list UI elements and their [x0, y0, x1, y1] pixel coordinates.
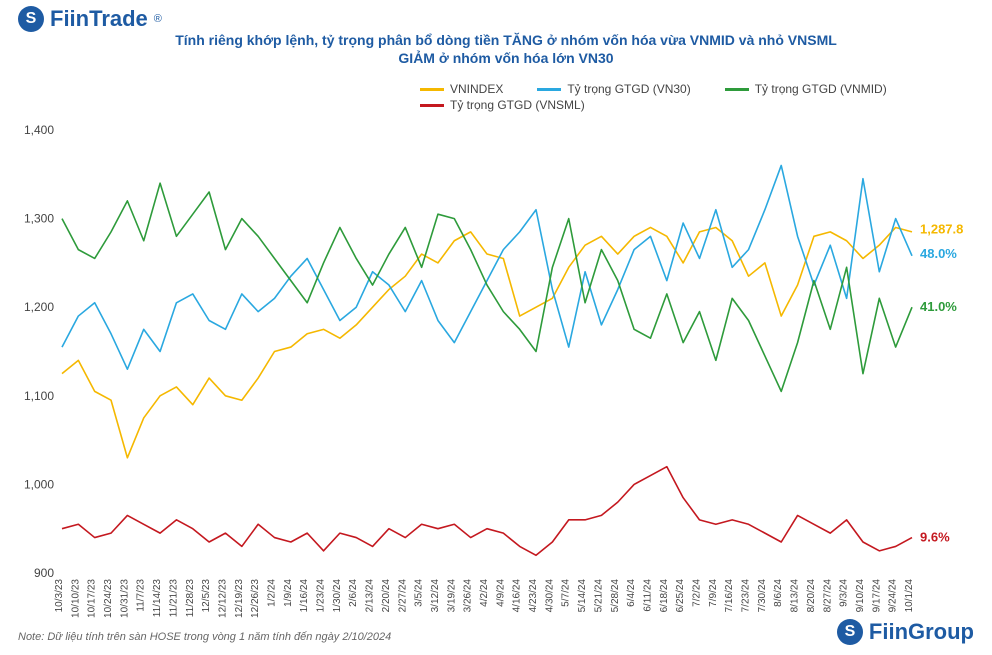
x-tick-label: 12/26/23 — [250, 579, 261, 618]
x-tick-label: 9/10/24 — [855, 579, 866, 613]
series-VNSML — [62, 467, 912, 556]
legend-swatch — [420, 88, 444, 91]
legend-item: Tỷ trọng GTGD (VNMID) — [725, 82, 887, 96]
x-tick-label: 5/28/24 — [610, 579, 621, 613]
x-tick-label: 5/7/24 — [561, 579, 572, 607]
end-label: 1,287.8 — [920, 221, 963, 236]
legend-item: VNINDEX — [420, 82, 503, 96]
end-label: 48.0% — [920, 246, 957, 261]
legend-label: Tỷ trọng GTGD (VNSML) — [450, 98, 585, 112]
x-tick-label: 4/23/24 — [528, 579, 539, 613]
x-tick-label: 9/3/24 — [839, 579, 850, 607]
x-tick-label: 5/21/24 — [593, 579, 604, 613]
x-tick-label: 9/24/24 — [888, 579, 899, 613]
y-tick-label: 1,300 — [24, 212, 54, 226]
end-label: 41.0% — [920, 299, 957, 314]
x-tick-label: 8/20/24 — [806, 579, 817, 613]
brand-icon: S — [837, 619, 863, 645]
title-line2: GIẢM ở nhóm vốn hóa lớn VN30 — [60, 50, 952, 68]
x-tick-label: 6/25/24 — [675, 579, 686, 613]
x-tick-label: 3/19/24 — [446, 579, 457, 613]
x-tick-label: 7/9/24 — [708, 579, 719, 607]
x-tick-label: 9/17/24 — [871, 579, 882, 613]
legend-item: Tỷ trọng GTGD (VNSML) — [420, 98, 585, 112]
x-tick-label: 12/12/23 — [217, 579, 228, 618]
y-tick-label: 1,100 — [24, 389, 54, 403]
chart-title: Tính riêng khớp lệnh, tỷ trọng phân bổ d… — [60, 32, 952, 67]
x-tick-label: 8/6/24 — [773, 579, 784, 607]
x-tick-label: 10/24/23 — [103, 579, 114, 618]
x-tick-label: 12/5/23 — [201, 579, 212, 613]
x-tick-label: 10/10/23 — [70, 579, 81, 618]
x-tick-label: 1/9/24 — [283, 579, 294, 607]
x-tick-label: 7/30/24 — [757, 579, 768, 613]
x-tick-label: 11/28/23 — [185, 579, 196, 618]
x-tick-label: 2/13/24 — [365, 579, 376, 613]
x-tick-label: 7/23/24 — [741, 579, 752, 613]
x-tick-label: 3/26/24 — [463, 579, 474, 613]
x-tick-label: 4/2/24 — [479, 579, 490, 607]
y-tick-label: 1,200 — [24, 300, 54, 314]
x-tick-label: 10/1/24 — [904, 579, 915, 613]
x-tick-label: 4/16/24 — [512, 579, 523, 613]
legend-swatch — [420, 104, 444, 107]
y-tick-label: 900 — [34, 566, 54, 580]
legend-swatch — [537, 88, 561, 91]
line-chart-svg: 9001,0001,1001,2001,3001,40010/3/2310/10… — [62, 130, 912, 573]
brand-name-bottom: FiinGroup — [869, 619, 974, 645]
series-VNINDEX — [62, 227, 912, 457]
x-tick-label: 10/31/23 — [119, 579, 130, 618]
x-tick-label: 8/13/24 — [790, 579, 801, 613]
legend-label: Tỷ trọng GTGD (VNMID) — [755, 82, 887, 96]
legend-label: VNINDEX — [450, 82, 503, 96]
x-tick-label: 5/14/24 — [577, 579, 588, 613]
x-tick-label: 10/3/23 — [54, 579, 65, 613]
x-tick-label: 3/12/24 — [430, 579, 441, 613]
brand-logo-top: S FiinTrade® — [18, 6, 162, 32]
x-tick-label: 6/4/24 — [626, 579, 637, 607]
x-tick-label: 2/6/24 — [348, 579, 359, 607]
x-tick-label: 4/9/24 — [495, 579, 506, 607]
x-tick-label: 10/17/23 — [87, 579, 98, 618]
x-tick-label: 2/20/24 — [381, 579, 392, 613]
x-tick-label: 1/16/24 — [299, 579, 310, 613]
x-tick-label: 7/2/24 — [692, 579, 703, 607]
end-label: 9.6% — [920, 530, 950, 545]
x-tick-label: 12/19/23 — [234, 579, 245, 618]
x-tick-label: 1/23/24 — [316, 579, 327, 613]
x-tick-label: 11/21/23 — [168, 579, 179, 618]
title-line1: Tính riêng khớp lệnh, tỷ trọng phân bổ d… — [60, 32, 952, 50]
y-tick-label: 1,000 — [24, 477, 54, 491]
x-tick-label: 11/7/23 — [136, 579, 147, 612]
brand-logo-bottom: S FiinGroup — [837, 619, 974, 645]
x-tick-label: 4/30/24 — [544, 579, 555, 613]
x-tick-label: 11/14/23 — [152, 579, 163, 618]
x-tick-label: 6/11/24 — [642, 579, 653, 612]
series-VN30 — [62, 165, 912, 369]
x-tick-label: 6/18/24 — [659, 579, 670, 613]
x-tick-label: 2/27/24 — [397, 579, 408, 613]
brand-icon: S — [18, 6, 44, 32]
x-tick-label: 1/30/24 — [332, 579, 343, 613]
legend-label: Tỷ trọng GTGD (VN30) — [567, 82, 690, 96]
footnote: Note: Dữ liệu tính trên sàn HOSE trong v… — [18, 631, 391, 643]
series-VNMID — [62, 183, 912, 391]
legend-swatch — [725, 88, 749, 91]
legend-item: Tỷ trọng GTGD (VN30) — [537, 82, 690, 96]
x-tick-label: 1/2/24 — [267, 579, 278, 607]
y-tick-label: 1,400 — [24, 123, 54, 137]
x-tick-label: 3/5/24 — [414, 579, 425, 607]
chart-area: 9001,0001,1001,2001,3001,40010/3/2310/10… — [62, 130, 912, 573]
brand-name-top: FiinTrade — [50, 6, 148, 32]
legend: VNINDEX Tỷ trọng GTGD (VN30) Tỷ trọng GTGD… — [420, 82, 952, 114]
x-tick-label: 7/16/24 — [724, 579, 735, 613]
x-tick-label: 8/27/24 — [822, 579, 833, 613]
